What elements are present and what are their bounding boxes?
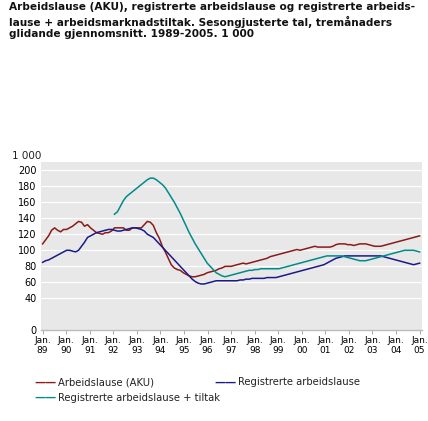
Text: lause + arbeidsmarknadstiltak. Sesongjusterte tal, tremånaders: lause + arbeidsmarknadstiltak. Sesongjus… (9, 16, 392, 28)
Text: ——: —— (34, 393, 56, 403)
Text: Registrerte arbeidslause + tiltak: Registrerte arbeidslause + tiltak (58, 393, 220, 403)
Text: Registrerte arbeidslause: Registrerte arbeidslause (238, 377, 360, 387)
Text: 1 000: 1 000 (12, 151, 42, 161)
Text: ——: —— (214, 377, 236, 387)
Text: ——: —— (34, 377, 56, 387)
Text: Arbeidslause (AKU): Arbeidslause (AKU) (58, 377, 154, 387)
Text: Arbeidslause (AKU), registrerte arbeidslause og registrerte arbeids-: Arbeidslause (AKU), registrerte arbeidsl… (9, 2, 415, 12)
Text: glidande gjennomsnitt. 1989-2005. 1 000: glidande gjennomsnitt. 1989-2005. 1 000 (9, 29, 253, 39)
